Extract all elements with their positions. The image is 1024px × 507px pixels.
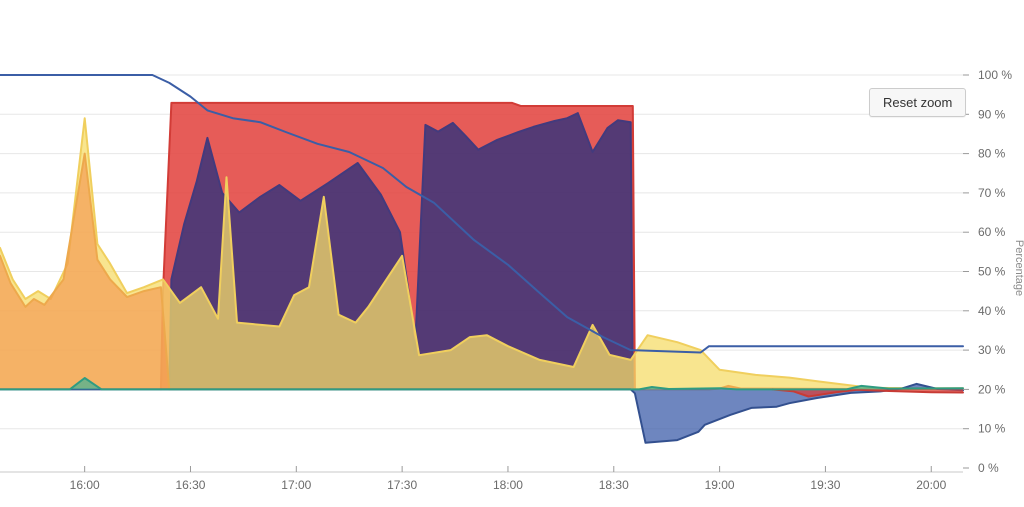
y-axis-title: Percentage — [1013, 240, 1024, 296]
y-tick-label: 80 % — [978, 147, 1006, 161]
x-tick-label: 19:30 — [810, 478, 840, 492]
navy-dip-area-fill[interactable] — [0, 383, 963, 443]
teal-area-fill[interactable] — [0, 378, 963, 390]
reset-zoom-button[interactable]: Reset zoom — [869, 88, 967, 117]
red-band-area[interactable] — [159, 101, 636, 391]
blue-line[interactable] — [0, 74, 964, 354]
y-tick-label: 10 % — [978, 422, 1006, 436]
x-tick-label: 16:00 — [70, 478, 100, 492]
x-tick-label: 18:00 — [493, 478, 523, 492]
x-tick-label: 16:30 — [175, 478, 205, 492]
orange-area-fill[interactable] — [0, 153, 963, 390]
y-tick-label: 20 % — [978, 382, 1006, 396]
y-tick-label: 90 % — [978, 107, 1006, 121]
y-tick-label: 40 % — [978, 304, 1006, 318]
x-tick-label: 17:00 — [281, 478, 311, 492]
y-tick-label: 0 % — [978, 461, 999, 475]
x-tick-label: 20:00 — [916, 478, 946, 492]
y-tick-label: 30 % — [978, 343, 1006, 357]
pale-yellow-area[interactable] — [0, 117, 964, 390]
x-tick-label: 18:30 — [599, 478, 629, 492]
y-tick-label: 60 % — [978, 225, 1006, 239]
y-tick-label: 50 % — [978, 265, 1006, 279]
teal-area[interactable] — [0, 377, 964, 391]
red-small-area[interactable] — [771, 388, 964, 398]
x-tick-label: 17:30 — [387, 478, 417, 492]
y-tick-label: 100 % — [978, 68, 1012, 82]
y-tick-label: 70 % — [978, 186, 1006, 200]
x-tick-label: 19:00 — [705, 478, 735, 492]
